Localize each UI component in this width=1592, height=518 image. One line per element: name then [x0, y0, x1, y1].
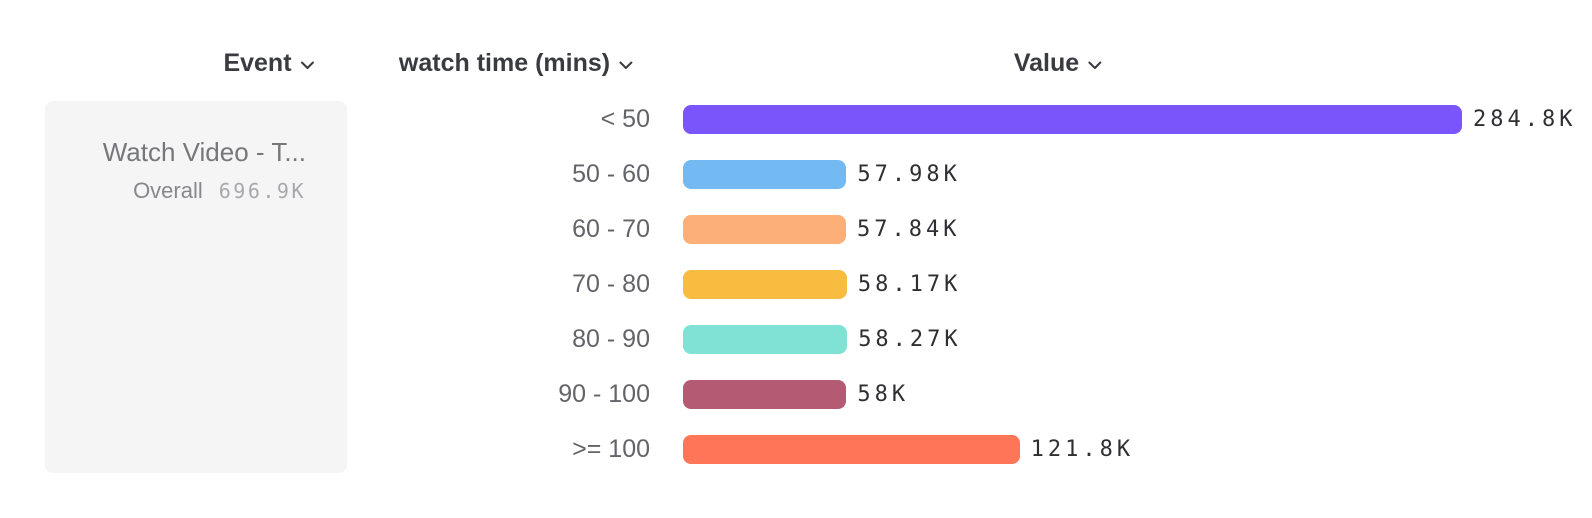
bar[interactable] — [683, 435, 1020, 464]
column-header-breakdown-label: watch time (mins) — [398, 48, 611, 77]
column-header-breakdown[interactable]: watch time (mins) — [399, 48, 633, 78]
bar[interactable] — [683, 380, 847, 409]
value-label: 121.8K — [1030, 437, 1135, 462]
column-header-value[interactable]: Value — [1014, 48, 1102, 78]
bar[interactable] — [683, 270, 847, 299]
value-label: 58.27K — [858, 327, 962, 352]
chart-row: 80 - 90 58.27K — [0, 312, 1592, 367]
chart-row: 90 - 100 58K — [0, 367, 1592, 422]
value-label: 58K — [857, 382, 910, 407]
chevron-down-icon — [619, 61, 633, 69]
bar-chart: < 50 284.8K 50 - 60 57.98K 60 - 70 57.84K 70 -… — [0, 92, 1592, 477]
category-label: >= 100 — [572, 435, 650, 463]
chevron-down-icon — [1088, 61, 1102, 69]
chart-row: >= 100 121.8K — [0, 422, 1592, 477]
category-label: 90 - 100 — [558, 380, 650, 408]
bar[interactable] — [683, 105, 1462, 134]
overall-value: 696.9K — [218, 179, 306, 204]
chevron-down-icon — [301, 61, 315, 69]
event-overall-row: Overall 696.9K — [61, 178, 306, 204]
column-header-value-label: Value — [1013, 48, 1080, 77]
value-label: 58.17K — [857, 272, 962, 297]
bar[interactable] — [683, 325, 848, 354]
column-header-event[interactable]: Event — [223, 48, 315, 78]
value-label: 57.98K — [857, 162, 961, 187]
chart-row: 70 - 80 58.17K — [0, 257, 1592, 312]
value-label: 57.84K — [857, 217, 961, 242]
column-header-event-label: Event — [223, 48, 292, 77]
event-card-content: Watch Video - T... Overall 696.9K — [61, 137, 306, 204]
category-label: 80 - 90 — [572, 325, 650, 353]
bar[interactable] — [683, 215, 846, 244]
overall-label: Overall — [133, 178, 203, 204]
chart-row: < 50 284.8K — [0, 92, 1592, 147]
chart-row: 50 - 60 57.98K — [0, 147, 1592, 202]
category-label: < 50 — [600, 105, 650, 133]
event-card[interactable]: Watch Video - T... Overall 696.9K — [45, 101, 347, 473]
bar[interactable] — [683, 160, 847, 189]
category-label: 70 - 80 — [572, 270, 650, 298]
value-label: 284.8K — [1473, 107, 1577, 132]
event-title: Watch Video - T... — [102, 137, 306, 167]
category-label: 50 - 60 — [572, 160, 650, 188]
chart-row: 60 - 70 57.84K — [0, 202, 1592, 257]
category-label: 60 - 70 — [572, 215, 650, 243]
